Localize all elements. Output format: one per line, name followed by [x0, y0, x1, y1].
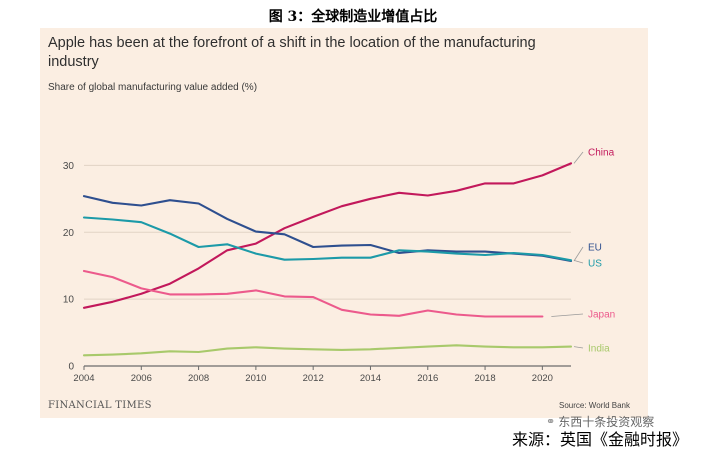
- series-line-japan: [82, 269, 544, 318]
- series-line-india: [82, 344, 573, 357]
- publisher-brand: FINANCIAL TIMES: [48, 400, 152, 411]
- series-line-eu: [82, 195, 573, 263]
- series-label-india: India: [588, 344, 610, 355]
- chart-subtitle: Share of global manufacturing value adde…: [48, 82, 258, 93]
- chart-panel: Apple has been at the forefront of a shi…: [40, 28, 648, 418]
- series-line-us: [82, 216, 573, 262]
- y-tick-label: 30: [63, 161, 75, 172]
- x-tick-label: 2014: [360, 373, 381, 384]
- x-tick-label: 2010: [245, 373, 266, 384]
- x-tick-label: 2012: [303, 373, 324, 384]
- y-tick-label: 0: [68, 362, 74, 373]
- series-label-china: China: [588, 148, 615, 159]
- x-tick-label: 2018: [474, 373, 495, 384]
- leader-line-eu: [573, 246, 584, 262]
- series-label-eu: EU: [588, 243, 602, 254]
- x-tick-label: 2004: [73, 373, 94, 384]
- x-tick-label: 2008: [188, 373, 209, 384]
- series-line-china: [82, 162, 573, 309]
- x-tick-label: 2006: [131, 373, 152, 384]
- watermark: ⚭ 东西十条投资观察: [546, 413, 654, 430]
- series-label-japan: Japan: [588, 310, 615, 321]
- figure-caption: 来源：英国《金融时报》: [511, 430, 688, 449]
- figure-title: 图 3：全球制造业增值占比: [268, 9, 438, 25]
- leader-line-china: [573, 151, 584, 164]
- y-tick-label: 10: [63, 295, 75, 306]
- series-label-us: US: [588, 259, 602, 270]
- leader-line-japan: [551, 313, 584, 317]
- watermark-text: 东西十条投资观察: [558, 415, 655, 429]
- leader-line-india: [573, 346, 584, 349]
- x-tick-label: 2020: [532, 373, 553, 384]
- leader-line-us: [573, 259, 584, 264]
- source-note: Source: World Bank: [559, 401, 630, 410]
- wechat-icon: ⚭: [546, 415, 556, 428]
- x-tick-label: 2016: [417, 373, 438, 384]
- y-tick-label: 20: [63, 228, 75, 239]
- chart-headline: Apple has been at the forefront of a shi…: [48, 35, 536, 70]
- line-chart: 0 10 20 30 2004 2006 2008 2010 2012 2014 2016 2018 2…: [63, 148, 615, 385]
